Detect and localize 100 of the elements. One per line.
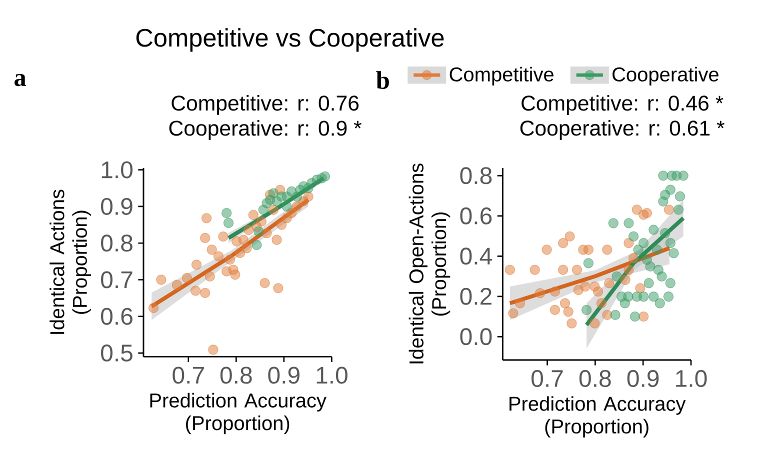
point (590, 318, 600, 328)
point (156, 274, 166, 285)
point (223, 218, 234, 228)
text: Competitive: r: 0.76 (172, 95, 359, 115)
point (265, 194, 276, 205)
point (630, 311, 640, 322)
point (256, 216, 267, 227)
point (645, 261, 656, 272)
point (504, 264, 515, 275)
point (658, 170, 668, 181)
point (656, 271, 667, 282)
point (581, 304, 592, 315)
point (654, 298, 665, 308)
point (542, 244, 552, 255)
point (572, 264, 582, 275)
x-tick-label: 0.7 (172, 366, 204, 384)
point (665, 238, 676, 248)
point (648, 292, 659, 302)
chart-title: Competitive vs Cooperative (136, 28, 444, 52)
point (560, 298, 570, 308)
x-tick-label: 1.0 (316, 366, 348, 384)
point (558, 238, 568, 248)
point (596, 298, 606, 308)
text: b (376, 71, 389, 89)
point (292, 201, 302, 212)
point (665, 184, 676, 195)
point (282, 201, 292, 212)
point (664, 204, 674, 215)
point (550, 304, 560, 315)
point (148, 302, 159, 314)
point (638, 292, 649, 302)
x-axis-title: Prediction Accuracy (Proportion) (150, 392, 326, 434)
point (254, 226, 264, 236)
point (563, 306, 574, 317)
x-axis-title: Prediction Accuracy (Proportion) (510, 396, 686, 438)
legend-label: Cooperative (612, 66, 718, 86)
point (204, 271, 215, 282)
y-tick-label: 0.5 (101, 344, 132, 362)
point (663, 292, 674, 302)
y-tick-label: 0.8 (460, 167, 492, 184)
y-tick-label: 0.7 (101, 271, 132, 288)
y-tick-label: 0.0 (460, 328, 492, 346)
point (201, 213, 212, 224)
text: Cooperative: r: 0.9 * (169, 120, 362, 140)
point (200, 288, 210, 298)
point (610, 310, 620, 320)
point (648, 224, 659, 235)
point (638, 311, 649, 322)
point (674, 191, 686, 202)
point (635, 283, 646, 294)
point (530, 264, 540, 275)
point (620, 274, 630, 285)
point (224, 254, 236, 265)
y-axis-title: Identical Actions (Proportion) (50, 190, 91, 334)
point (234, 248, 246, 258)
point (624, 218, 634, 228)
point (564, 231, 575, 242)
point (230, 270, 240, 280)
point (172, 280, 182, 290)
text: Competitive: r: 0.46 * (522, 95, 724, 115)
point (623, 292, 634, 302)
point (213, 251, 224, 262)
point (268, 204, 278, 215)
point (644, 278, 654, 288)
point (218, 231, 228, 242)
x-tick-label: 0.8 (579, 370, 611, 388)
x-tick-label: 0.7 (532, 370, 563, 388)
point (580, 281, 590, 292)
y-tick-label: 0.8 (101, 234, 132, 252)
point (276, 220, 287, 230)
point (182, 272, 192, 283)
point (652, 244, 662, 255)
legend-label: Competitive (450, 66, 554, 86)
point (624, 264, 634, 275)
point (244, 224, 254, 235)
text: Cooperative: r: 0.61 * (520, 120, 724, 140)
point (633, 244, 644, 255)
point (668, 248, 679, 258)
point (238, 234, 248, 245)
y-tick-label: 0.2 (460, 288, 492, 305)
point (260, 278, 270, 288)
y-tick-label: 0.4 (460, 248, 492, 265)
x-tick-label: 0.9 (268, 366, 300, 384)
point (550, 286, 560, 297)
y-tick-label: 0.6 (460, 207, 492, 224)
x-tick-label: 1.0 (676, 370, 707, 388)
point (320, 171, 330, 182)
point (608, 218, 618, 228)
point (566, 318, 577, 328)
point (535, 288, 546, 298)
point (583, 258, 594, 268)
point (222, 208, 232, 218)
point (628, 253, 639, 264)
point (303, 192, 314, 202)
point (628, 231, 639, 242)
y-tick-label: 0.6 (101, 308, 132, 325)
point (602, 244, 612, 255)
point (282, 192, 292, 202)
point (638, 238, 649, 248)
point (508, 308, 518, 318)
